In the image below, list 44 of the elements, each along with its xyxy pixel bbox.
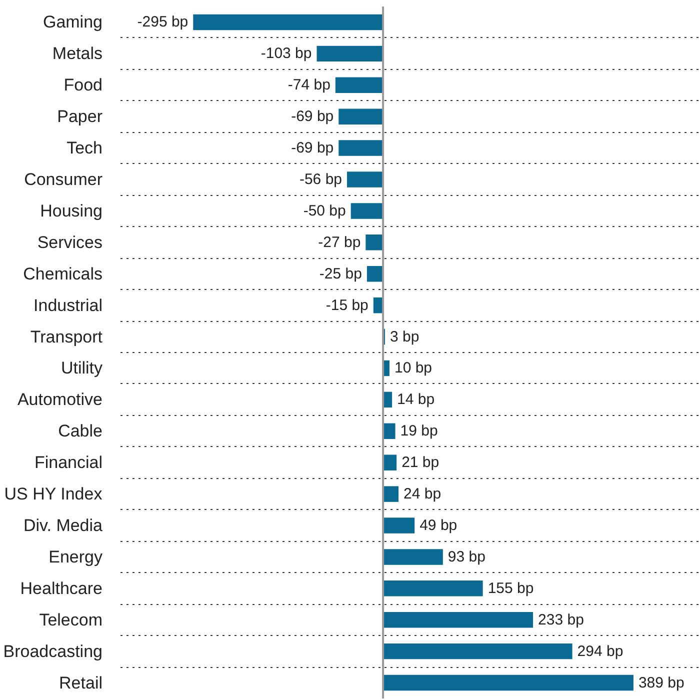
y-tick-label: Financial (34, 453, 103, 472)
y-tick-label: Utility (60, 358, 103, 378)
y-tick-label: Tech (66, 138, 103, 158)
data-label: -69 bp (291, 140, 334, 157)
y-tick-label: Metals (52, 44, 103, 64)
data-label: 233 bp (538, 611, 584, 628)
y-tick-label: Healthcare (20, 578, 103, 598)
y-tick-label: Retail (59, 673, 103, 692)
data-label: -69 bp (291, 108, 334, 126)
data-label: -74 bp (288, 76, 330, 94)
y-tick-label: Cable (58, 422, 103, 441)
data-label: -56 bp (299, 171, 342, 188)
y-tick-label: Industrial (34, 296, 103, 315)
y-tick-label: US HY Index (4, 484, 103, 504)
data-label: 49 bp (420, 517, 458, 534)
y-tick-label: Automotive (17, 390, 103, 410)
y-tick-label: Consumer (24, 170, 103, 189)
data-label: -50 bp (303, 202, 346, 220)
data-label: 294 bp (577, 642, 624, 660)
y-tick-label: Telecom (39, 610, 103, 630)
y-tick-label: Energy (48, 547, 103, 566)
data-label: 10 bp (394, 360, 432, 377)
y-tick-label: Broadcasting (3, 642, 103, 661)
y-tick-label: Services (37, 232, 102, 252)
data-label: 14 bp (397, 391, 435, 408)
y-tick-label: Chemicals (23, 264, 103, 284)
data-label: -15 bp (326, 296, 368, 314)
y-tick-label: Paper (57, 107, 103, 126)
data-label: 19 bp (400, 422, 438, 440)
data-label: -25 bp (319, 265, 362, 282)
data-label: 155 bp (488, 580, 534, 597)
y-tick-label: Gaming (42, 12, 103, 32)
y-tick-label: Housing (40, 201, 103, 220)
data-label: -103 bp (260, 45, 312, 62)
y-tick-label: Div. Media (23, 516, 104, 535)
y-tick-label: Food (64, 76, 102, 95)
y-tick-label: Transport (30, 327, 103, 346)
data-label: 21 bp (402, 454, 440, 472)
data-label: -295 bp (137, 14, 188, 31)
data-label: 93 bp (448, 548, 486, 566)
data-label: 389 bp (638, 674, 684, 692)
data-label: 3 bp (390, 328, 420, 346)
data-label: 24 bp (403, 486, 442, 503)
data-label: -27 bp (318, 234, 361, 251)
